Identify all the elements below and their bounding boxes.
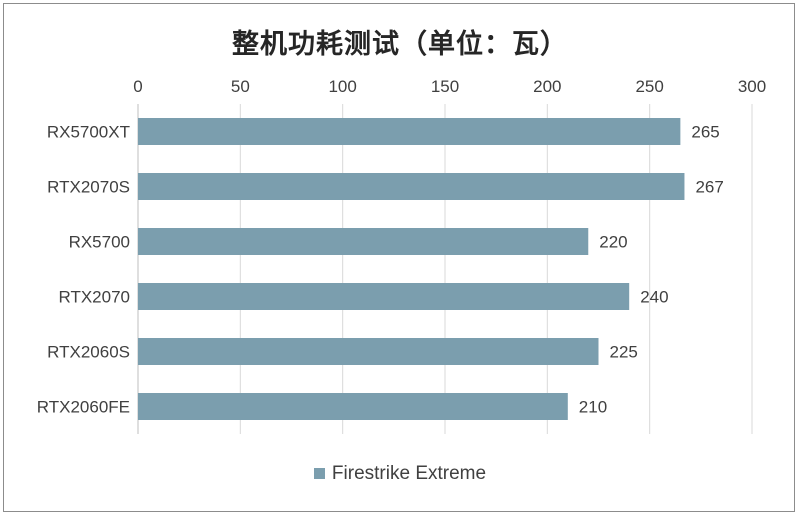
y-tick-label: RTX2070S [47,178,130,197]
bar [138,283,630,310]
x-tick-label: 300 [738,77,766,96]
x-tick-label: 200 [533,77,561,96]
x-tick-label: 250 [635,77,663,96]
y-tick-label: RX5700 [69,233,130,252]
chart-legend: Firestrike Extreme [0,463,800,485]
y-tick-label: RX5700XT [47,123,130,142]
data-label: 210 [579,398,607,417]
y-tick-label: RTX2060FE [37,398,130,417]
x-tick-label: 150 [431,77,459,96]
y-tick-label: RTX2060S [47,343,130,362]
x-tick-label: 100 [328,77,356,96]
bar [138,338,599,365]
bar [138,393,568,420]
bar [138,228,589,255]
data-label: 240 [640,288,668,307]
bar [138,118,681,145]
legend-label: Firestrike Extreme [331,463,487,484]
data-label: 220 [599,233,627,252]
chart-title: 整机功耗测试（单位：瓦） [232,29,568,60]
x-tick-label: 0 [133,77,142,96]
bar [138,173,685,200]
data-label: 225 [610,343,638,362]
legend-swatch [313,468,325,479]
data-label: 267 [695,178,723,197]
chart-frame [3,3,795,512]
y-tick-label: RTX2070 [58,288,130,307]
data-label: 265 [691,123,719,142]
x-tick-label: 50 [231,77,250,96]
